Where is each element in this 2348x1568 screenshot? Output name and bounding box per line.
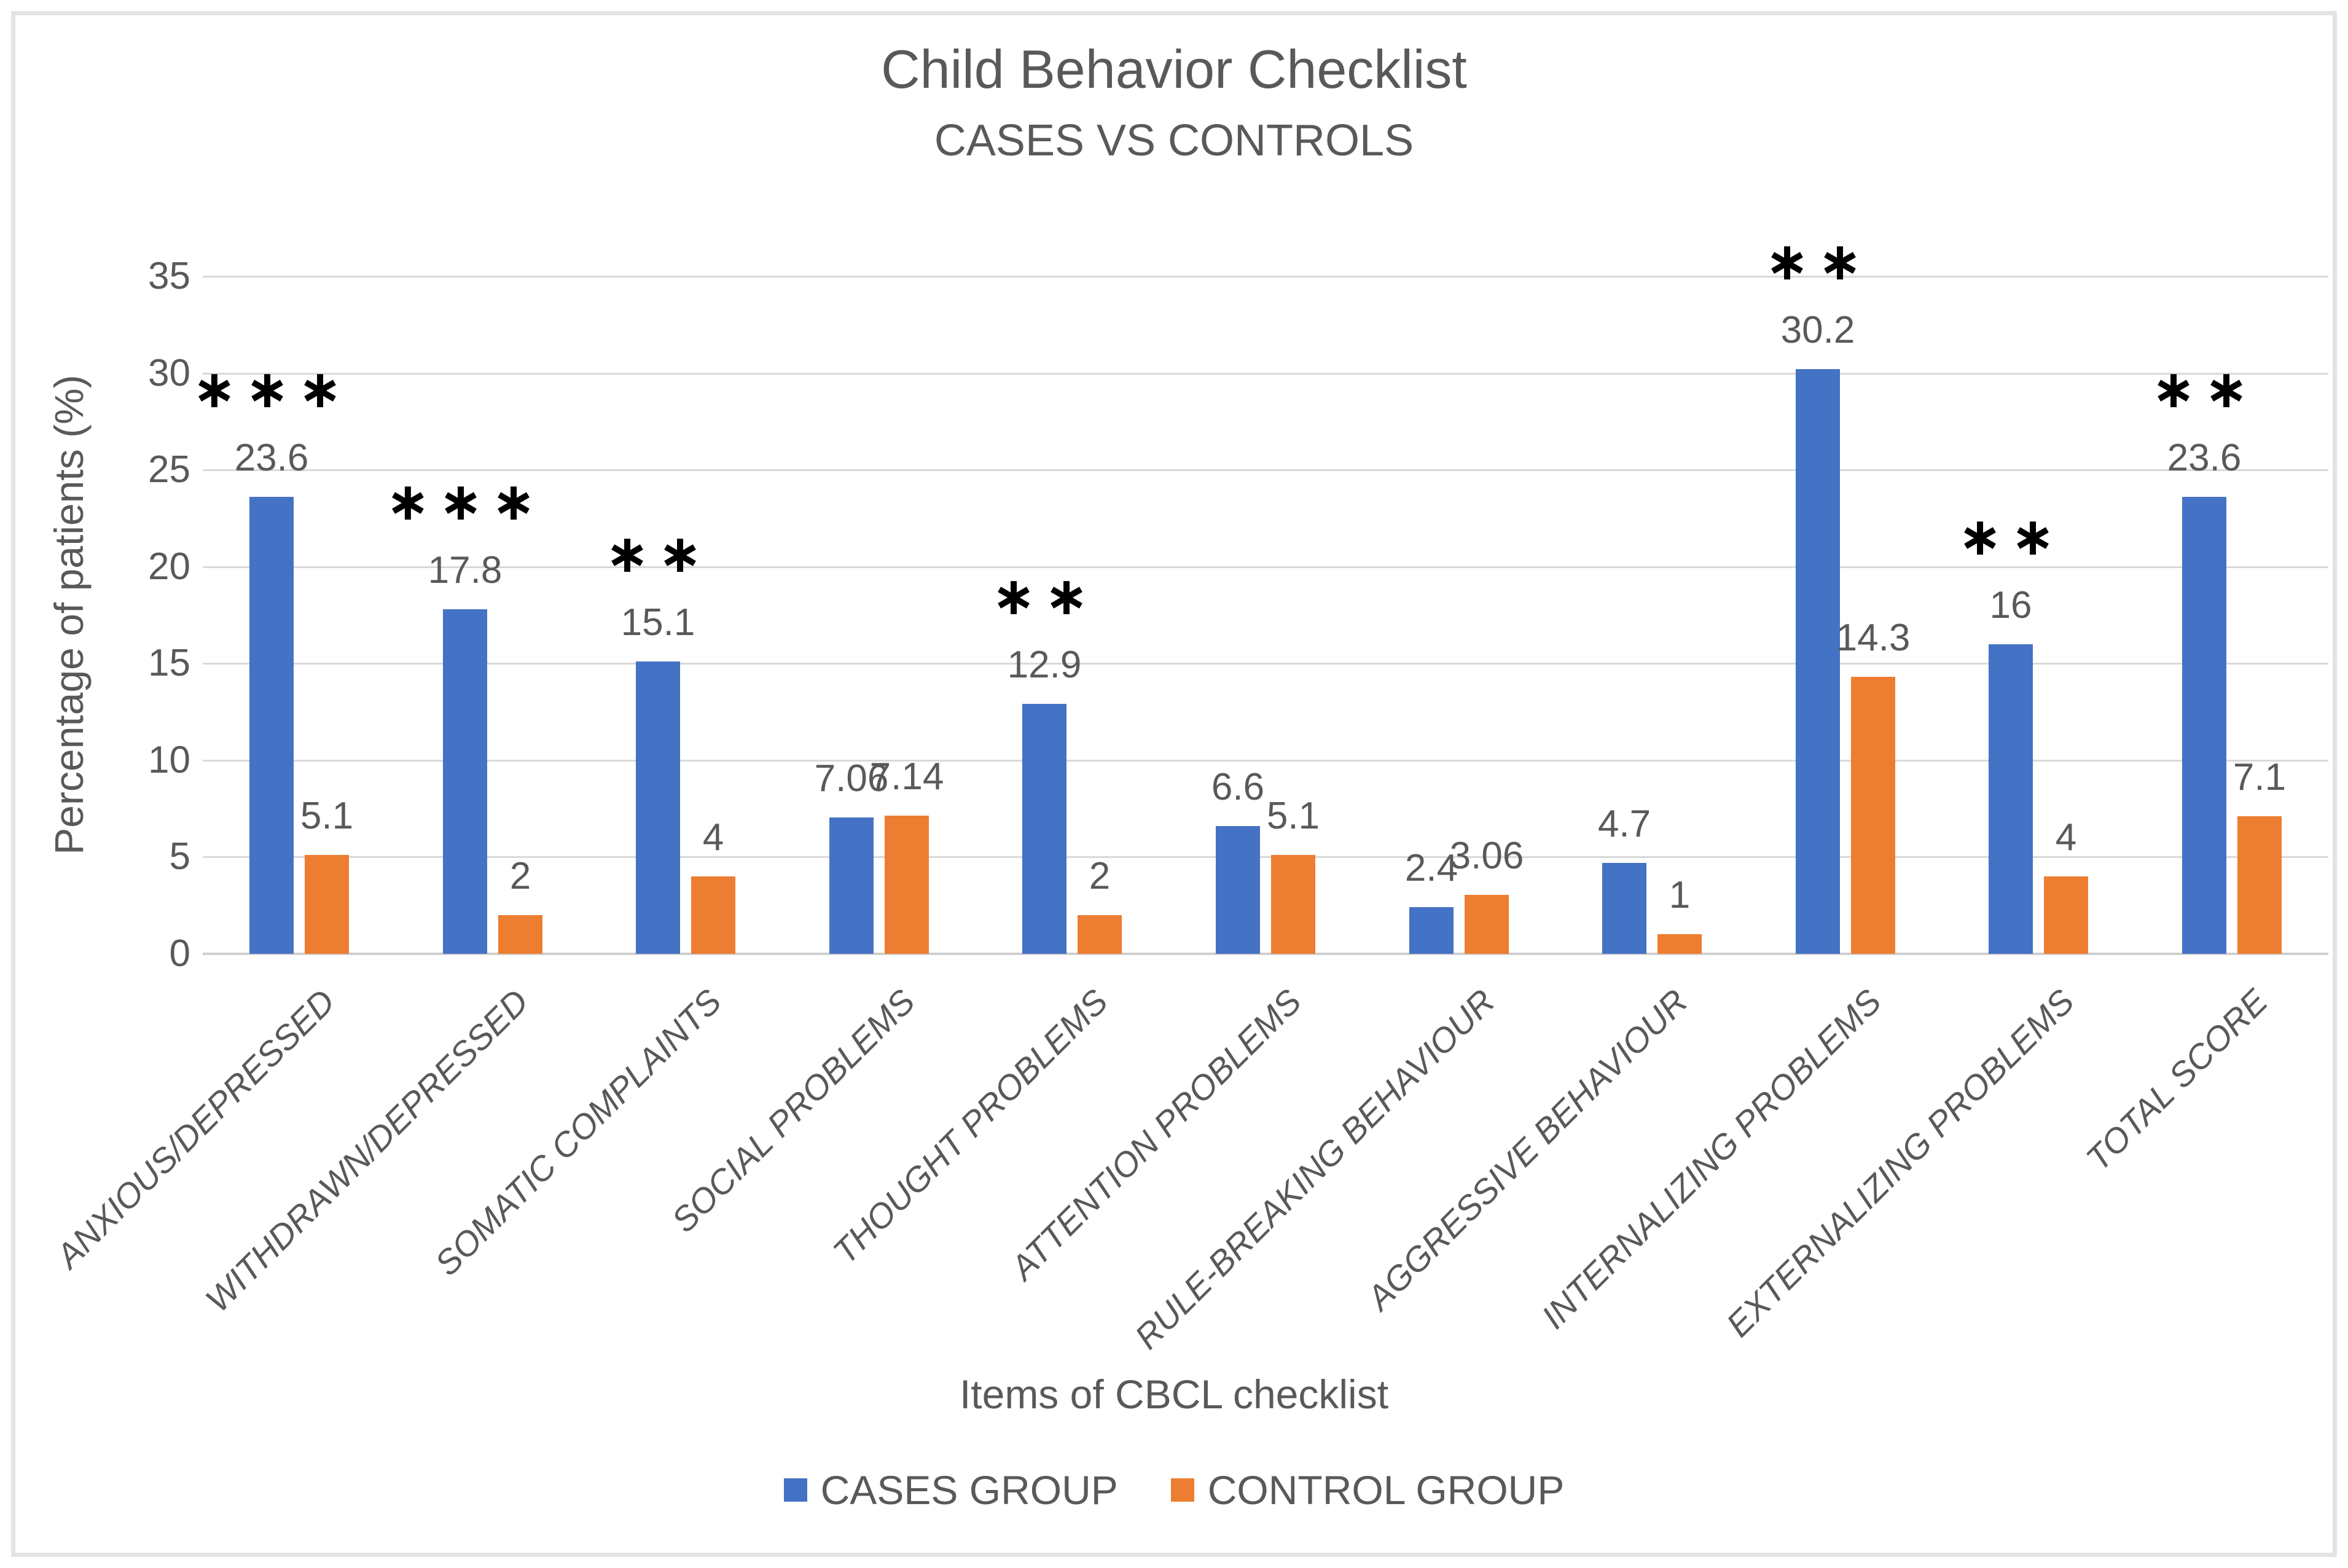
significance-marker: ∗∗ — [991, 567, 1098, 626]
data-label-cases: 23.6 — [234, 437, 309, 479]
x-axis-line — [203, 953, 2328, 955]
data-label-control: 5.1 — [1266, 795, 1320, 837]
legend-item: CASES GROUP — [783, 1467, 1118, 1513]
gridline — [203, 469, 2328, 471]
significance-marker: ∗∗ — [605, 525, 711, 583]
y-tick-label: 0 — [169, 932, 190, 975]
data-label-cases: 15.1 — [620, 601, 695, 644]
data-label-cases: 30.2 — [1780, 309, 1855, 351]
data-label-cases: 23.6 — [2167, 437, 2242, 479]
data-label-control: 2 — [509, 855, 531, 897]
bar-control-group — [1851, 677, 1895, 954]
data-label-cases: 12.9 — [1007, 644, 1082, 686]
x-axis-category-labels: ANXIOUS/DEPRESSED WITHDRAWN/DEPRESSED SOMA… — [49, 954, 2328, 1371]
bar-control-group — [305, 855, 349, 954]
bar-control-group — [885, 816, 929, 954]
y-tick-label: 10 — [148, 739, 190, 781]
gridline — [203, 663, 2328, 665]
data-label-control: 4 — [2055, 816, 2077, 859]
y-tick-label: 30 — [148, 352, 190, 394]
data-label-control: 7.14 — [869, 755, 944, 798]
data-label-control: 14.3 — [1836, 617, 1911, 659]
y-tick-label: 20 — [148, 545, 190, 588]
data-label-cases: 6.6 — [1211, 766, 1265, 808]
data-label-cases: 17.8 — [428, 549, 503, 591]
y-axis-title: Percentage of patients (%) — [46, 375, 92, 855]
bar-control-group — [1465, 895, 1509, 954]
bar-cases-group — [829, 817, 874, 954]
chart-title: Child Behavior Checklist — [881, 39, 1467, 99]
gridline — [203, 276, 2328, 278]
significance-marker: ∗∗ — [1957, 507, 2064, 566]
bar-control-group — [2044, 876, 2088, 954]
legend: CASES GROUP CONTROL GROUP — [0, 1467, 2348, 1513]
data-label-control: 3.06 — [1449, 835, 1524, 877]
data-label-control: 7.1 — [2233, 756, 2287, 798]
y-tick-label: 25 — [148, 448, 190, 491]
data-label-cases: 2.4 — [1404, 847, 1458, 889]
significance-marker: ∗∗∗ — [192, 360, 351, 419]
y-tick-label: 35 — [148, 255, 190, 297]
data-label-control: 4 — [702, 816, 724, 859]
data-label-control: 1 — [1669, 874, 1691, 916]
data-label-cases: 4.7 — [1597, 803, 1651, 845]
bar-cases-group — [636, 661, 680, 954]
plot-area: 23.6 5.1 ∗∗∗ 17.8 2 ∗∗∗ 15.1 4 ∗∗ 7.06 7.14 12.9 2 ∗∗… — [192, 234, 2328, 955]
gridline — [203, 373, 2328, 375]
bar-cases-group — [1796, 369, 1840, 954]
significance-marker: ∗∗ — [2151, 360, 2258, 419]
legend-label: CONTROL GROUP — [1207, 1467, 1565, 1513]
bar-cases-group — [1216, 826, 1260, 954]
data-label-control: 2 — [1089, 855, 1111, 897]
bar-control-group — [691, 876, 735, 954]
significance-marker: ∗∗ — [1764, 232, 1871, 291]
gridline — [203, 566, 2328, 568]
bar-cases-group — [1409, 907, 1454, 954]
bar-cases-group — [2182, 497, 2226, 954]
x-axis-title: Items of CBCL checklist — [959, 1371, 1389, 1417]
bar-control-group — [498, 915, 542, 954]
bar-control-group — [1657, 934, 1702, 954]
y-tick-label: 15 — [148, 642, 190, 684]
data-label-cases: 16 — [1989, 584, 2032, 626]
bar-cases-group — [443, 609, 487, 954]
gridline — [203, 856, 2328, 858]
bar-cases-group — [249, 497, 294, 954]
legend-swatch-icon — [783, 1478, 807, 1502]
bar-cases-group — [1989, 644, 2033, 954]
data-label-cases: 7.06 — [814, 757, 889, 800]
bar-cases-group — [1022, 704, 1066, 954]
bar-control-group — [2237, 816, 2282, 954]
bar-control-group — [1078, 915, 1122, 954]
y-tick-label: 5 — [169, 835, 190, 878]
significance-marker: ∗∗∗ — [385, 472, 545, 531]
legend-label: CASES GROUP — [820, 1467, 1118, 1513]
chart-subtitle: CASES VS CONTROLS — [934, 116, 1414, 165]
data-label-control: 5.1 — [300, 795, 354, 837]
legend-item: CONTROL GROUP — [1170, 1467, 1565, 1513]
bar-control-group — [1271, 855, 1315, 954]
legend-swatch-icon — [1170, 1478, 1194, 1502]
bar-cases-group — [1602, 863, 1646, 954]
gridline — [203, 760, 2328, 762]
